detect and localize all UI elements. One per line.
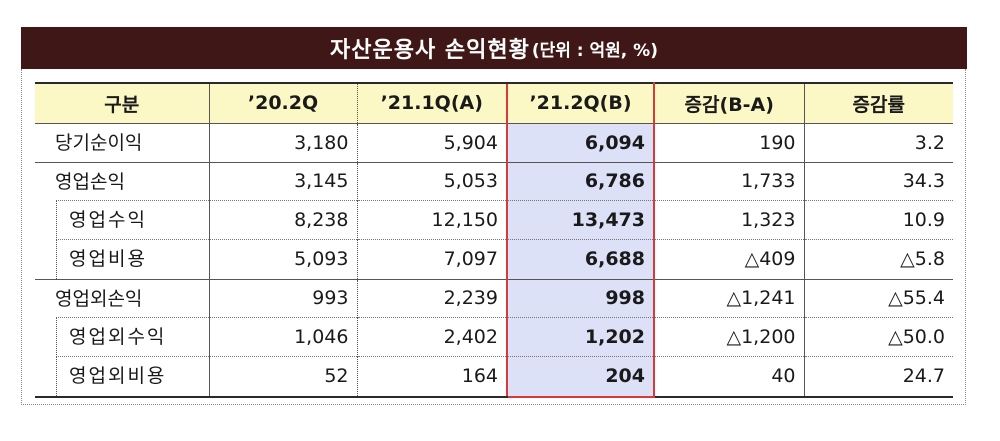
cell-21-2q: 6,688 (506, 239, 655, 279)
row-label: 당기순이익 (55, 131, 143, 154)
cell-21-1q: 2,239 (356, 278, 507, 318)
cell-change-rate: 3.2 (803, 123, 953, 162)
cell-change: △1,200 (654, 317, 804, 357)
header-21-1q: ’21.1Q(A) (356, 82, 507, 124)
cell-change-rate: △55.4 (803, 278, 953, 318)
cell-change: △1,241 (654, 278, 804, 318)
cell-20-2q: 1,046 (208, 317, 357, 357)
cell-change: 1,733 (654, 161, 804, 201)
cell-21-2q: 1,202 (506, 317, 655, 357)
cell-21-2q: 6,786 (506, 161, 655, 201)
table-row: 영업외손익 993 2,239 998 △1,241 △55.4 (35, 278, 953, 318)
cell-change: 190 (759, 131, 796, 154)
cell-21-2q: 6,094 (506, 123, 655, 162)
cell-21-1q: 2,402 (356, 317, 507, 357)
cell-21-2q: 998 (506, 278, 655, 318)
cell-21-2q: 13,473 (506, 200, 655, 240)
row-label: 영업비용 (69, 248, 147, 270)
header-20-2q: ’20.2Q (208, 82, 357, 124)
table-row: 영업수익 8,238 12,150 13,473 1,323 10.9 (35, 200, 953, 240)
cell-change: △409 (654, 239, 804, 279)
table-title-bar: 자산운용사 손익현황 (단위 : 억원, %) (21, 27, 967, 69)
cell-20-2q: 52 (208, 356, 357, 398)
cell-change-rate: △5.8 (803, 239, 953, 279)
cell-change-rate: 10.9 (803, 200, 953, 240)
row-label: 영업외비용 (69, 365, 167, 387)
cell-21-1q: 5,904 (356, 123, 507, 162)
table-row: 영업외비용 52 164 204 40 24.7 (35, 356, 953, 398)
cell-21-1q: 12,150 (356, 200, 507, 240)
cell-change-rate: △50.0 (803, 317, 953, 357)
row-label: 영업손익 (55, 170, 125, 193)
header-change-rate: 증감률 (803, 82, 953, 124)
header-category: 구분 (35, 82, 209, 124)
cell-20-2q: 8,238 (208, 200, 357, 240)
cell-20-2q: 5,093 (208, 239, 357, 279)
cell-21-2q: 204 (506, 356, 655, 398)
cell-21-1q: 164 (356, 356, 507, 398)
table-row: 당기순이익 3,180 5,904 6,094 190 3.2 (35, 123, 953, 162)
cell-change-rate: 24.7 (803, 356, 953, 398)
dotted-frame (21, 69, 966, 405)
header-change: 증감(B-A) (654, 82, 804, 124)
asset-manager-pnl-table: 구분 ’20.2Q ’21.1Q(A) ’21.2Q(B) 증감(B-A) 증감… (35, 82, 953, 398)
cell-change: 1,323 (654, 200, 804, 240)
cell-20-2q: 3,145 (208, 161, 357, 201)
cell-20-2q: 3,180 (208, 123, 357, 162)
row-label: 영업외수익 (69, 326, 167, 348)
header-row: 구분 ’20.2Q ’21.1Q(A) ’21.2Q(B) 증감(B-A) 증감… (35, 82, 953, 124)
row-label: 영업수익 (69, 209, 147, 231)
cell-21-1q: 7,097 (356, 239, 507, 279)
cell-20-2q: 993 (208, 278, 357, 318)
table-row: 영업비용 5,093 7,097 6,688 △409 △5.8 (35, 239, 953, 279)
table-title: 자산운용사 손익현황 (330, 38, 530, 63)
cell-change: 40 (654, 356, 804, 398)
cell-change-rate: 34.3 (803, 161, 953, 201)
header-21-2q: ’21.2Q(B) (506, 82, 655, 124)
table-row: 영업외수익 1,046 2,402 1,202 △1,200 △50.0 (35, 317, 953, 357)
unit-note: (단위 : 억원, %) (531, 40, 658, 61)
cell-21-1q: 5,053 (356, 161, 507, 201)
table-row: 영업손익 3,145 5,053 6,786 1,733 34.3 (35, 161, 953, 201)
row-label: 영업외손익 (55, 287, 143, 310)
